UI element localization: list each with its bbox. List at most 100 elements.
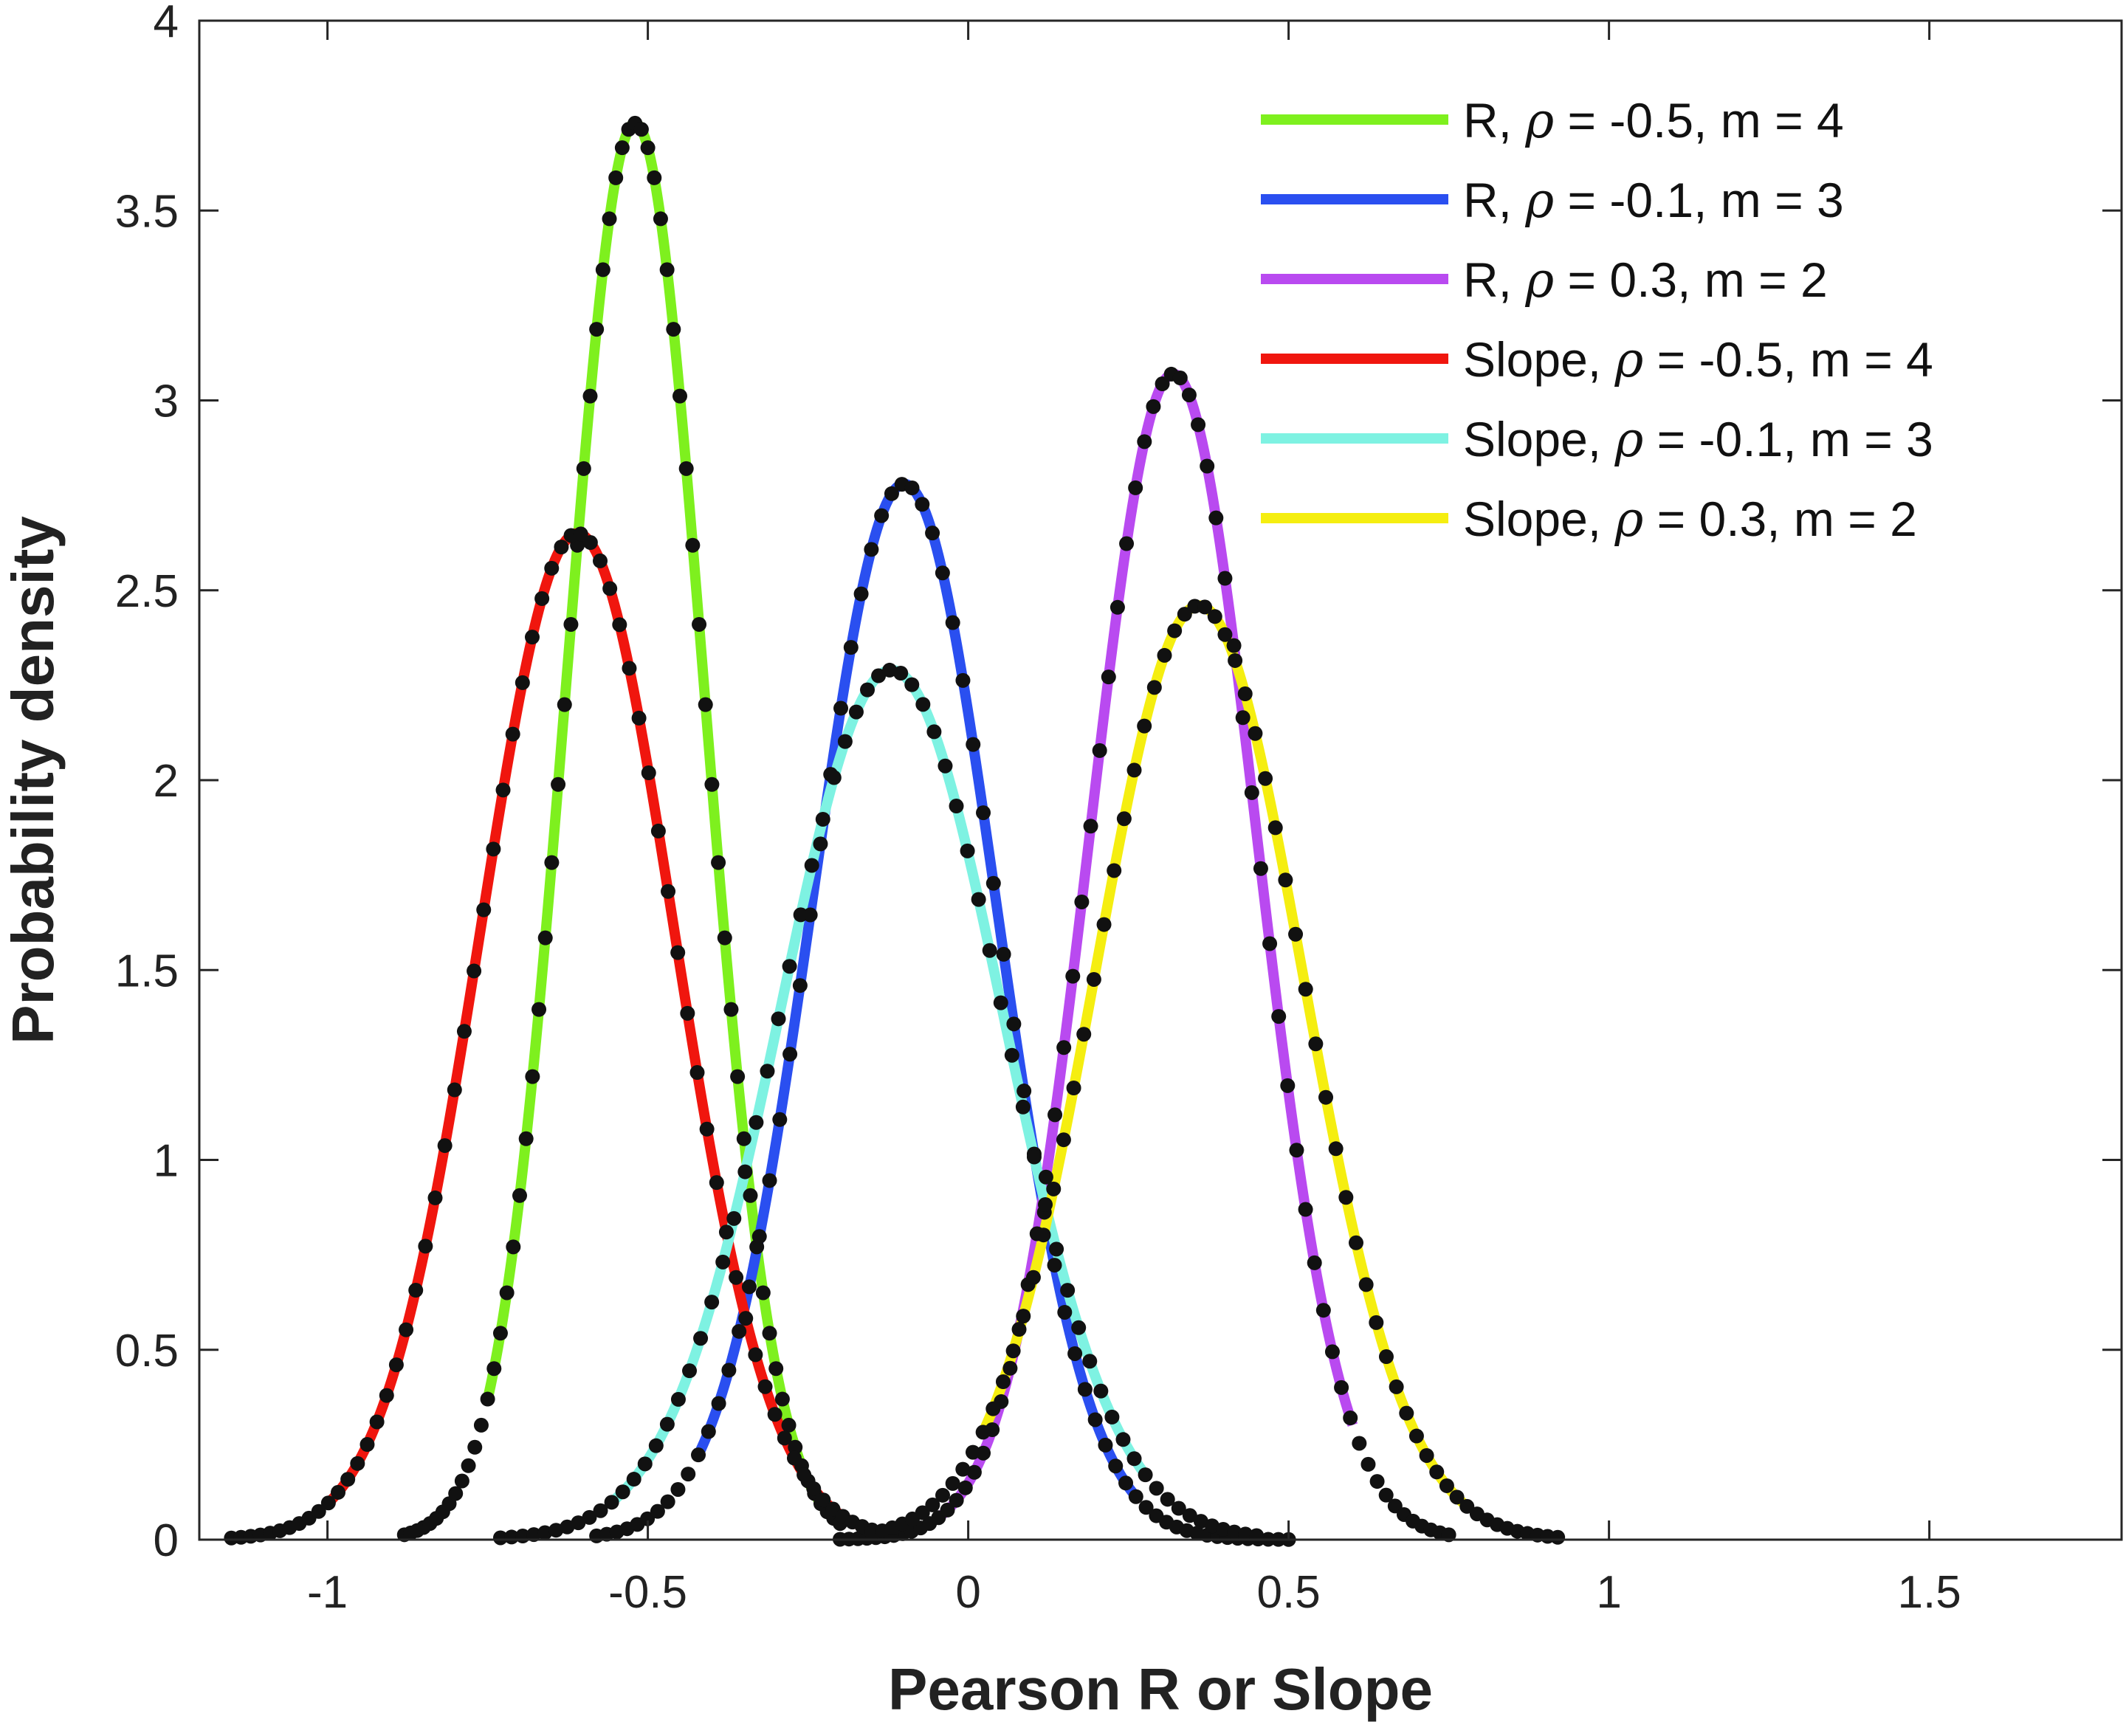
series-marker (704, 1295, 720, 1310)
series-marker (813, 836, 828, 852)
series-marker (427, 1190, 443, 1205)
series-marker (701, 1424, 716, 1439)
series-marker (666, 322, 681, 337)
series-marker (904, 480, 920, 496)
series-marker (653, 211, 668, 227)
series-marker (938, 758, 953, 774)
series-marker (1419, 1447, 1434, 1463)
series-marker (1315, 1303, 1331, 1318)
y-tick-label: 4 (154, 0, 179, 47)
series-marker (1307, 1255, 1322, 1270)
series-marker (843, 640, 859, 655)
series-marker (615, 1484, 630, 1500)
series-marker (736, 1131, 751, 1146)
legend-label-prefix: Slope, (1463, 492, 1614, 546)
series-marker (1459, 1498, 1475, 1514)
series-marker (726, 1210, 742, 1226)
series-marker (1160, 1492, 1175, 1507)
series-marker (955, 672, 971, 688)
legend-label: Slope, ρ = -0.5, m = 4 (1463, 331, 1933, 388)
series-marker (1108, 1458, 1124, 1474)
series-marker (492, 1530, 508, 1546)
series-marker (1026, 1149, 1042, 1165)
legend-label-suffix: = 0.3, m = 2 (1554, 252, 1828, 307)
series-marker (1149, 1481, 1164, 1496)
series-marker (971, 892, 986, 907)
series-marker (1038, 1196, 1053, 1212)
series-marker (1006, 1016, 1022, 1032)
series-marker (1248, 726, 1263, 741)
series-marker (960, 843, 975, 858)
plot-background (199, 21, 2122, 1540)
series-marker (996, 946, 1011, 962)
series-marker (949, 1492, 964, 1508)
series-marker (399, 1322, 414, 1337)
series-marker (633, 122, 649, 137)
series-marker (515, 675, 530, 690)
series-marker (1155, 376, 1170, 392)
series-marker (492, 1326, 508, 1341)
series-marker (1036, 1227, 1051, 1243)
series-marker (1298, 982, 1313, 997)
y-axis: 0 0.5 1 1.5 2 2.5 3 3.5 4 (115, 0, 2122, 1566)
series-marker (602, 581, 618, 596)
legend-item: Slope, ρ = -0.5, m = 4 (1261, 331, 1933, 388)
series-marker (793, 907, 808, 923)
series-marker (526, 1527, 542, 1543)
legend-item: R, ρ = -0.1, m = 3 (1261, 172, 1844, 229)
series-marker (1137, 434, 1152, 450)
series-marker (1193, 1514, 1208, 1529)
series-marker (582, 388, 598, 404)
series-marker (1016, 1084, 1032, 1099)
series-marker (966, 1464, 982, 1480)
series-marker (554, 540, 569, 555)
series-marker (534, 590, 550, 606)
series-marker (1011, 1322, 1027, 1337)
series-marker (699, 1121, 715, 1137)
legend-item: R, ρ = 0.3, m = 2 (1261, 252, 1828, 309)
legend-label: R, ρ = -0.1, m = 3 (1463, 172, 1844, 229)
series-marker (718, 1224, 734, 1240)
series-marker (1128, 1489, 1143, 1504)
series-marker (1167, 623, 1183, 638)
series-marker (721, 1363, 737, 1378)
series-marker (1071, 1320, 1087, 1335)
series-marker (473, 1417, 489, 1433)
series-marker (717, 930, 732, 946)
series-marker (340, 1472, 356, 1487)
series-marker (860, 682, 875, 698)
series-marker (678, 461, 694, 476)
series-marker (1324, 1344, 1340, 1360)
x-tick-label: 1 (1596, 1567, 1621, 1618)
series-marker (767, 1407, 782, 1422)
series-marker (1015, 1099, 1031, 1115)
series-marker (711, 855, 726, 870)
series-marker (544, 560, 560, 576)
y-tick-label: 2 (154, 756, 179, 807)
series-marker (1005, 1343, 1021, 1359)
series-marker (826, 770, 842, 785)
series-marker (1004, 1047, 1019, 1063)
series-marker (524, 630, 540, 645)
series-marker (641, 765, 656, 781)
series-marker (544, 855, 560, 870)
series-marker (573, 526, 588, 542)
series-marker (1076, 1027, 1092, 1042)
series-marker (1119, 536, 1135, 551)
legend-rho-symbol: ρ (1614, 331, 1643, 388)
series-marker (915, 1505, 930, 1520)
series-marker (448, 1486, 464, 1501)
series-marker (935, 1487, 951, 1503)
series-marker (670, 1481, 686, 1497)
series-marker (723, 1002, 739, 1017)
legend-label-prefix: R, (1463, 173, 1525, 227)
series-marker (1352, 1436, 1367, 1451)
series-marker (1047, 1107, 1063, 1123)
series-marker (1349, 1235, 1363, 1250)
legend-label-prefix: Slope, (1463, 332, 1614, 387)
series-marker (945, 615, 960, 630)
series-marker (1092, 743, 1107, 758)
series-marker (853, 586, 869, 602)
legend-label: Slope, ρ = -0.1, m = 3 (1463, 411, 1933, 468)
series-marker (1046, 1181, 1062, 1196)
